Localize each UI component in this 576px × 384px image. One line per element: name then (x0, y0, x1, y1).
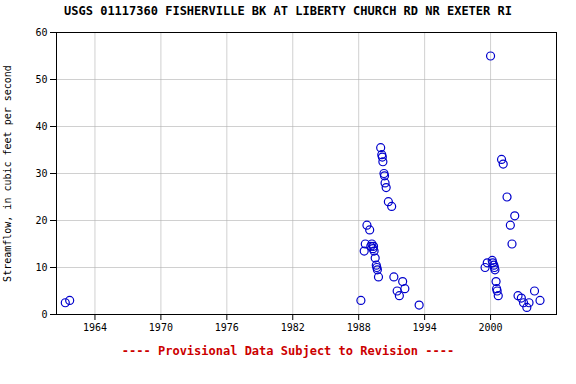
svg-text:1988: 1988 (347, 322, 371, 333)
svg-text:30: 30 (35, 168, 47, 179)
svg-text:1982: 1982 (281, 322, 305, 333)
html-text:USGS 01117360 FISHERVILLE BK A: USGS 01117360 FISHERVILLE BK AT LIBERTY … (64, 4, 512, 18)
svg-text:1964: 1964 (83, 322, 107, 333)
html-text:---- Provisional Data Subject: ---- Provisional Data Subject to Revisio… (121, 344, 455, 358)
svg-text:1970: 1970 (149, 322, 173, 333)
svg-text:0: 0 (41, 309, 47, 320)
svg-text:20: 20 (35, 215, 47, 226)
svg-text:1994: 1994 (413, 322, 437, 333)
svg-text:Streamflow, in cubic feet per: Streamflow, in cubic feet per second (2, 65, 13, 282)
svg-text:2000: 2000 (479, 322, 503, 333)
svg-text:1976: 1976 (215, 322, 239, 333)
svg-text:10: 10 (35, 262, 47, 273)
svg-text:40: 40 (35, 121, 47, 132)
svg-text:60: 60 (35, 27, 47, 38)
svg-text:50: 50 (35, 74, 47, 85)
